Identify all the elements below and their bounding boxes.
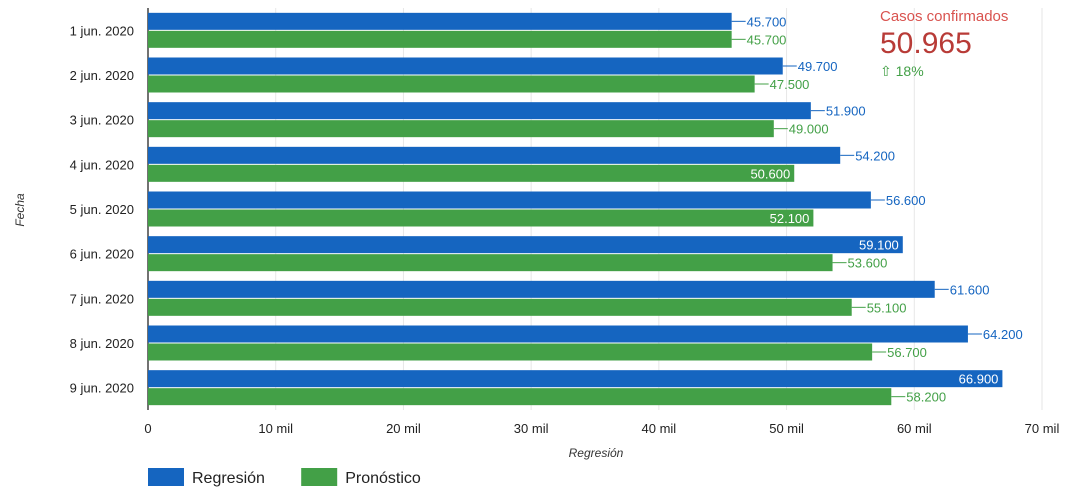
bar-pronostico — [148, 31, 732, 48]
bar-pronostico — [148, 254, 833, 271]
data-label: 66.900 — [959, 372, 999, 387]
x-tick-label: 30 mil — [514, 421, 549, 436]
kpi-value: 50.965 — [880, 27, 1008, 61]
x-tick-label: 50 mil — [769, 421, 804, 436]
data-label: 49.700 — [798, 59, 838, 74]
x-tick-label: 20 mil — [386, 421, 421, 436]
y-tick-labels: 1 jun. 2020 2 jun. 2020 3 jun. 2020 4 jun. … — [70, 23, 134, 395]
data-label: 58.200 — [906, 390, 946, 405]
bar-pronostico — [148, 165, 794, 182]
y-tick-label: 5 jun. 2020 — [70, 202, 134, 217]
bar-regresion — [148, 102, 811, 119]
y-tick-label: 8 jun. 2020 — [70, 336, 134, 351]
y-tick-label: 3 jun. 2020 — [70, 113, 134, 128]
legend-swatch — [301, 468, 337, 486]
data-label: 50.600 — [750, 166, 790, 181]
data-label: 52.100 — [770, 211, 810, 226]
data-label: 45.700 — [747, 32, 787, 47]
data-label: 56.600 — [886, 193, 926, 208]
bar-pronostico — [148, 210, 813, 227]
bar-pronostico — [148, 76, 755, 93]
y-tick-label: 1 jun. 2020 — [70, 23, 134, 38]
legend-label: Regresión — [192, 470, 265, 487]
bar-regresion — [148, 58, 783, 75]
bar-regresion — [148, 13, 732, 30]
x-tick-label: 10 mil — [258, 421, 293, 436]
x-axis-title: Regresión — [569, 446, 624, 460]
x-tick-label: 70 mil — [1025, 421, 1060, 436]
kpi-change: ⇧ 18% — [880, 63, 1008, 80]
y-tick-label: 2 jun. 2020 — [70, 68, 134, 83]
arrow-up-icon: ⇧ — [880, 63, 892, 79]
y-tick-label: 7 jun. 2020 — [70, 291, 134, 306]
bar-regresion — [148, 370, 1002, 387]
bar-regresion — [148, 147, 840, 164]
data-label: 59.100 — [859, 238, 899, 253]
x-tick-labels: 0 10 mil 20 mil 30 mil 40 mil 50 mil 60 mil 70 … — [144, 421, 1059, 436]
data-label: 53.600 — [848, 256, 888, 271]
data-label: 55.100 — [867, 300, 907, 315]
x-tick-label: 0 — [144, 421, 151, 436]
bar-pronostico — [148, 299, 852, 316]
data-label: 64.200 — [983, 327, 1023, 342]
data-label: 51.900 — [826, 104, 866, 119]
kpi-label: Casos confirmados — [880, 8, 1008, 25]
bar-pronostico — [148, 344, 872, 361]
bar-pronostico — [148, 388, 891, 405]
bar-regresion — [148, 236, 903, 253]
data-label: 49.000 — [789, 122, 829, 137]
legend-swatch — [148, 468, 184, 486]
data-label: 56.700 — [887, 345, 927, 360]
kpi-card: Casos confirmados 50.965 ⇧ 18% — [880, 8, 1008, 80]
bar-regresion — [148, 192, 871, 209]
legend-label: Pronóstico — [345, 470, 421, 487]
data-label: 45.700 — [747, 14, 787, 29]
x-tick-label: 40 mil — [642, 421, 677, 436]
data-label: 47.500 — [770, 77, 810, 92]
x-tick-label: 60 mil — [897, 421, 932, 436]
bar-pronostico — [148, 120, 774, 137]
y-axis-title: Fecha — [13, 193, 27, 227]
y-tick-label: 6 jun. 2020 — [70, 247, 134, 262]
y-tick-label: 4 jun. 2020 — [70, 157, 134, 172]
y-tick-label: 9 jun. 2020 — [70, 381, 134, 396]
kpi-change-value: 18% — [896, 63, 924, 79]
bar-regresion — [148, 326, 968, 343]
data-label: 61.600 — [950, 282, 990, 297]
data-label: 54.200 — [855, 148, 895, 163]
legend: Regresión Pronóstico — [148, 468, 421, 487]
bar-regresion — [148, 281, 935, 298]
